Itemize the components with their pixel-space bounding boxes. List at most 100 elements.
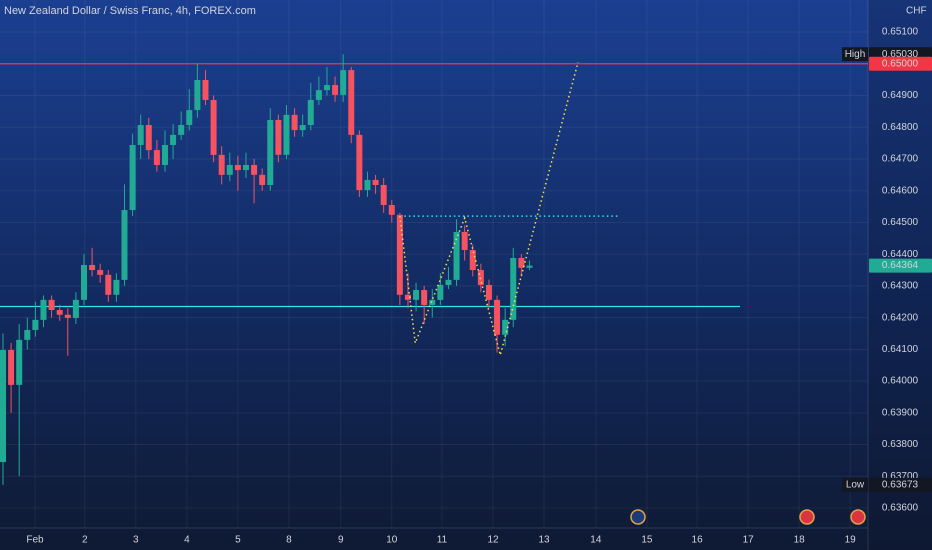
candle-body [526,265,533,268]
candle-body [348,70,355,135]
plot [0,0,868,528]
y-tick-label: 0.64800 [882,122,919,133]
candle-body [299,125,306,131]
candle-body [429,299,436,305]
x-tick-label: 13 [538,535,550,546]
candle-body [56,310,63,315]
candle-body [129,145,136,211]
candle-body [356,134,363,191]
candle-body [485,284,492,300]
event-icon[interactable] [630,509,646,525]
candle-body [16,339,23,385]
candle-body [461,231,468,251]
candle-body [510,257,517,320]
candle-body [364,179,371,191]
x-tick-label: 18 [794,535,806,546]
candle-body [315,90,322,100]
price-label: 0.65000 [882,58,919,69]
candle-body [421,290,428,305]
candle-body [161,145,168,165]
x-tick-label: 2 [82,535,88,546]
candle-body [372,179,379,185]
candle-body [267,119,274,185]
event-icon[interactable] [850,509,866,525]
candle-body [153,150,160,165]
candle-body [145,125,152,151]
y-tick-label: 0.63600 [882,503,919,514]
candle-body [32,319,39,330]
x-tick-label: 12 [487,535,499,546]
event-icons[interactable] [630,509,866,525]
candle-body [234,165,241,171]
x-tick-label: 4 [184,535,190,546]
candle-body [445,279,452,285]
candle-body [453,231,460,280]
y-tick-label: 0.64200 [882,312,919,323]
projection-path [399,61,579,359]
x-tick-label: 17 [743,535,755,546]
candle-body [72,299,79,318]
candle-body [113,279,120,295]
candle-body [202,79,209,100]
candle-body [105,274,112,295]
x-tick-label: 3 [133,535,139,546]
candle-body [388,204,395,215]
y-tick-label: 0.63700 [882,471,919,482]
price-label: 0.65030 [882,49,919,60]
candle-body [259,174,266,185]
candle-body [404,294,411,300]
candle-body [0,349,6,462]
candle-body [48,299,55,311]
price-label-box [869,56,932,71]
candle-body [413,290,420,300]
y-tick-label: 0.64500 [882,217,919,228]
price-label: 0.63673 [882,479,919,490]
x-tick-label: 8 [286,535,292,546]
y-tick-label: 0.64900 [882,90,919,101]
price-label-box [869,258,932,273]
price-label-box [869,477,932,492]
x-tick-label: Feb [26,535,44,546]
x-tick-label: 16 [692,535,704,546]
x-tick-label: 9 [338,535,344,546]
candle-body [291,114,298,131]
candle-body [332,85,339,95]
x-tick-label: 5 [235,535,241,546]
candle-body [437,284,444,300]
candle-body [24,330,31,340]
y-tick-label: 0.64300 [882,281,919,292]
x-tick-label: 11 [437,535,448,546]
candle-body [178,125,185,135]
candle-body [307,99,314,126]
candle-body [137,125,144,146]
price-label-name: Low [846,479,865,490]
y-tick-label: 0.64600 [882,185,919,196]
candle-body [89,264,96,271]
candle-body [121,210,128,280]
candle-body [283,114,290,155]
candle-body [518,257,525,268]
y-tick-label: 0.63800 [882,439,919,450]
event-icon[interactable] [799,509,815,525]
candle-body [210,99,217,155]
candle-body [97,270,104,275]
y-tick-label: 0.64000 [882,376,919,387]
x-tick-label: 15 [641,535,653,546]
price-axis-panel [868,0,932,550]
candle-body [226,165,233,175]
candle-body [380,184,387,205]
candle-body [194,79,201,111]
candle-body [242,165,249,171]
candle-body [340,70,347,95]
candle-body [80,264,87,300]
price-label-name-box [842,477,868,492]
candle-body [40,299,47,320]
y-tick-label: 0.64100 [882,344,919,355]
currency-label: CHF [906,6,927,17]
candle-body [218,154,225,175]
x-tick-label: 14 [590,535,602,546]
y-tick-label: 0.63900 [882,407,919,418]
candle-body [186,110,193,126]
